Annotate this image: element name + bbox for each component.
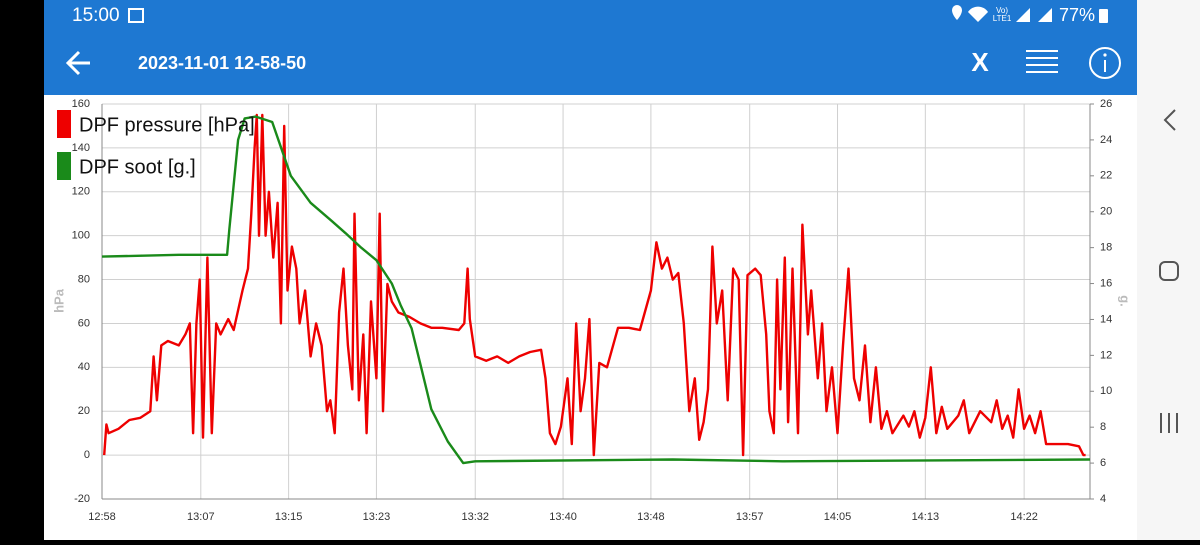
legend-label: DPF soot [g.] — [79, 156, 196, 178]
x-tick-label: 13:32 — [461, 511, 489, 523]
y-tick-label: 80 — [78, 273, 90, 285]
y-tick-label: 120 — [72, 186, 90, 198]
y-tick-label: 160 — [72, 98, 90, 110]
data-line — [103, 113, 1086, 457]
y-tick-label: -20 — [74, 493, 90, 505]
gallery-icon — [128, 8, 144, 23]
y2-tick-label: 6 — [1100, 457, 1106, 469]
y-axis-label: hPa — [51, 288, 66, 313]
status-time: 15:00 — [72, 5, 120, 26]
net-label: LTE1 — [993, 14, 1012, 23]
x-tick-label: 12:58 — [88, 511, 116, 523]
y-tick-label: 20 — [78, 405, 90, 417]
signal-icon — [1016, 8, 1030, 22]
legend-label: DPF pressure [hPa] — [79, 114, 255, 136]
close-button[interactable]: X — [971, 47, 989, 77]
net-label: Vo) — [996, 6, 1008, 15]
back-button[interactable] — [65, 50, 90, 76]
x-tick-label: 13:57 — [736, 511, 764, 523]
nav-bar — [1137, 0, 1200, 540]
y2-tick-label: 16 — [1100, 277, 1112, 289]
signal-icon — [1038, 8, 1052, 22]
x-tick-label: 13:40 — [549, 511, 577, 523]
app-title: 2023-11-01 12-58-50 — [138, 53, 306, 73]
y2-tick-label: 18 — [1100, 242, 1112, 254]
battery-level: 77% — [1059, 5, 1095, 25]
x-tick-label: 13:48 — [637, 511, 665, 523]
data-line — [101, 115, 1091, 465]
wifi-icon — [968, 6, 988, 23]
y2-tick-label: 20 — [1100, 206, 1112, 218]
nav-back[interactable] — [1163, 109, 1176, 131]
y2-tick-label: 14 — [1100, 313, 1112, 325]
nav-recents[interactable] — [1160, 413, 1178, 433]
y-tick-label: 100 — [72, 230, 90, 242]
location-icon — [952, 5, 962, 20]
y-tick-label: 140 — [72, 142, 90, 154]
x-tick-label: 14:05 — [824, 511, 852, 523]
y2-tick-label: 24 — [1100, 134, 1112, 146]
nav-home[interactable] — [1159, 261, 1179, 281]
y2-tick-label: 4 — [1100, 493, 1106, 505]
y2-axis-label: g. — [1118, 295, 1133, 307]
x-tick-label: 13:15 — [275, 511, 303, 523]
y-tick-label: 60 — [78, 317, 90, 329]
y2-tick-label: 26 — [1100, 98, 1112, 110]
y2-tick-label: 10 — [1100, 385, 1112, 397]
info-button[interactable] — [1089, 47, 1121, 79]
legend-swatch — [57, 152, 71, 180]
y-tick-label: 0 — [84, 449, 90, 461]
list-button[interactable] — [1026, 50, 1058, 73]
y2-tick-label: 22 — [1100, 170, 1112, 182]
battery-icon — [1099, 9, 1108, 23]
y-tick-label: 40 — [78, 361, 90, 373]
y2-tick-label: 8 — [1100, 421, 1106, 433]
chart: -20 0 20 40 60 80 100 120 140 160 4 6 8 10 12 14 16 18 20 2… — [51, 98, 1132, 523]
x-tick-label: 14:22 — [1010, 511, 1038, 523]
x-tick-label: 13:23 — [363, 511, 391, 523]
x-tick-label: 14:13 — [912, 511, 940, 523]
x-tick-label: 13:07 — [187, 511, 215, 523]
legend-swatch — [57, 110, 71, 138]
y2-tick-label: 12 — [1100, 349, 1112, 361]
